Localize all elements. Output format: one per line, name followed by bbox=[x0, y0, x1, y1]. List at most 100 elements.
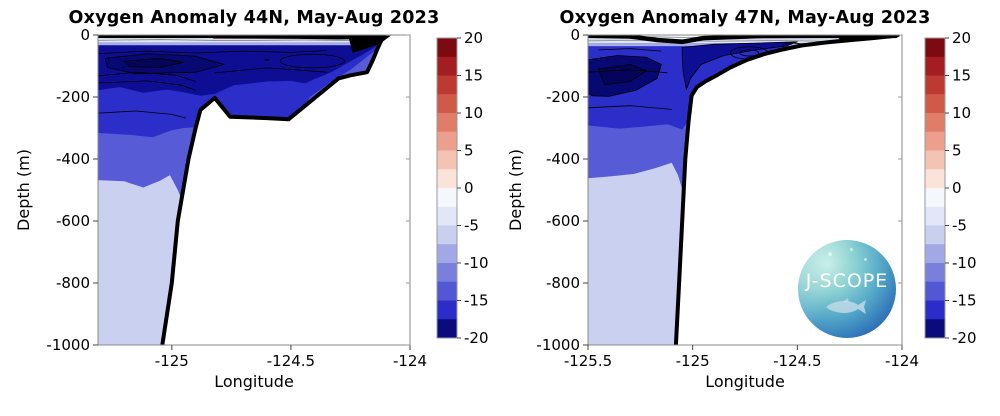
fish-icon bbox=[826, 298, 866, 314]
y-tick-label: -600 bbox=[56, 212, 90, 230]
colorbar-tick-label: 5 bbox=[464, 142, 474, 160]
colorbar-segment bbox=[925, 150, 945, 170]
colorbar-tick-label: -15 bbox=[952, 292, 977, 310]
colorbar-tick-label: -20 bbox=[952, 329, 977, 347]
colorbar-segment bbox=[437, 131, 457, 151]
y-tick-label: -800 bbox=[546, 274, 580, 292]
colorbar-segment bbox=[437, 263, 457, 283]
x-tick-label: -125.5 bbox=[564, 352, 612, 370]
colorbar-segment bbox=[925, 38, 945, 58]
y-axis-label-47n: Depth (m) bbox=[506, 149, 525, 231]
band-royal-blue bbox=[588, 35, 902, 130]
colorbar-segment bbox=[437, 75, 457, 95]
contour-line bbox=[588, 105, 672, 110]
colorbar-segment bbox=[437, 206, 457, 226]
colorbar-tick-label: -20 bbox=[464, 329, 489, 347]
colorbar-tick-label: -10 bbox=[464, 254, 489, 272]
jscope-logo: J-SCOPE bbox=[798, 240, 896, 338]
logo-light-rays-icon bbox=[798, 240, 896, 338]
y-axis-label-44n: Depth (m) bbox=[14, 149, 33, 231]
surface-line bbox=[588, 35, 898, 45]
contour-line bbox=[98, 50, 327, 54]
y-tick-label: -400 bbox=[56, 150, 90, 168]
bubble-icon bbox=[828, 252, 832, 256]
contour-line bbox=[98, 80, 196, 91]
colorbar-segment bbox=[437, 38, 457, 58]
y-tick-label: 0 bbox=[80, 26, 90, 44]
contour-ellipse bbox=[739, 49, 760, 57]
x-tick-label: -124.5 bbox=[773, 352, 821, 370]
contour-line bbox=[598, 48, 662, 52]
surface-contour-line bbox=[98, 39, 363, 41]
colorbar-tick-label: 20 bbox=[464, 29, 483, 47]
colorbar-tick-label: -5 bbox=[464, 217, 479, 235]
colorbar-segment bbox=[925, 300, 945, 320]
colorbar-segment bbox=[925, 56, 945, 76]
bubble-icon bbox=[864, 258, 867, 261]
colorbar-tick-label: -15 bbox=[464, 292, 489, 310]
colorbar-segment bbox=[925, 225, 945, 245]
contour-line bbox=[98, 71, 196, 82]
plot-title-47n: Oxygen Anomaly 47N, May-Aug 2023 bbox=[559, 8, 931, 28]
surface-line bbox=[98, 35, 387, 40]
x-axis-label-47n: Longitude bbox=[705, 372, 785, 391]
colorbar-tick-label: 20 bbox=[952, 29, 971, 47]
bathymetry-line bbox=[673, 35, 900, 345]
contour-ellipse bbox=[264, 58, 270, 61]
x-tick-label: -124 bbox=[393, 352, 427, 370]
axes-box bbox=[97, 34, 411, 346]
colorbar-tick-label: 0 bbox=[952, 179, 962, 197]
band-navy bbox=[98, 35, 410, 96]
colorbar-segment bbox=[925, 169, 945, 189]
colorbar-tick-label: -5 bbox=[952, 217, 967, 235]
x-tick-label: -124.5 bbox=[267, 352, 315, 370]
contour-line bbox=[98, 110, 187, 119]
colorbar-segment bbox=[437, 319, 457, 339]
plot-area-0 bbox=[98, 35, 410, 345]
colorbar-segment bbox=[437, 225, 457, 245]
colorbar-segment bbox=[437, 169, 457, 189]
colorbar-segment bbox=[925, 281, 945, 301]
colorbar-segment bbox=[437, 244, 457, 264]
colorbar-tick-label: 5 bbox=[952, 142, 962, 160]
colorbar-tick-label: 15 bbox=[464, 67, 483, 85]
colorbar-segment bbox=[437, 94, 457, 114]
dark-anomaly-blob bbox=[598, 64, 647, 85]
x-tick-label: -125 bbox=[676, 352, 710, 370]
colorbar-segment bbox=[437, 300, 457, 320]
colorbar-segment bbox=[925, 94, 945, 114]
colorbar-segment bbox=[925, 131, 945, 151]
y-tick-label: -1000 bbox=[46, 336, 90, 354]
colorbar-segment bbox=[437, 281, 457, 301]
colorbar-segment bbox=[925, 75, 945, 95]
colorbar-tick-label: 10 bbox=[952, 104, 971, 122]
contour-ellipse bbox=[279, 53, 345, 69]
colorbar-segment bbox=[925, 319, 945, 339]
plot-title-44n: Oxygen Anomaly 44N, May-Aug 2023 bbox=[68, 8, 440, 28]
dark-anomaly-blob bbox=[123, 57, 185, 68]
surface-strip-2 bbox=[98, 42, 410, 46]
axes-box bbox=[587, 34, 903, 346]
colorbar-segment bbox=[925, 244, 945, 264]
bubble-icon bbox=[850, 248, 853, 251]
colorbar-segment bbox=[925, 263, 945, 283]
y-tick-label: 0 bbox=[570, 26, 580, 44]
contour-line bbox=[214, 67, 327, 74]
logo-text: J-SCOPE bbox=[805, 270, 889, 292]
y-tick-label: -400 bbox=[546, 150, 580, 168]
y-tick-label: -200 bbox=[546, 88, 580, 106]
contour-line bbox=[588, 69, 668, 74]
colorbar-segment bbox=[925, 188, 945, 208]
x-tick-label: -124 bbox=[885, 352, 919, 370]
colorbar-tick-label: 0 bbox=[464, 179, 474, 197]
colorbar-tick-label: -10 bbox=[952, 254, 977, 272]
x-tick-label: -125 bbox=[155, 352, 189, 370]
colorbar-segment bbox=[437, 56, 457, 76]
y-tick-label: -600 bbox=[546, 212, 580, 230]
y-tick-label: -800 bbox=[56, 274, 90, 292]
y-tick-label: -200 bbox=[56, 88, 90, 106]
colorbar-tick-label: 10 bbox=[464, 104, 483, 122]
bathymetry-line bbox=[160, 35, 386, 345]
x-axis-label-44n: Longitude bbox=[214, 372, 294, 391]
